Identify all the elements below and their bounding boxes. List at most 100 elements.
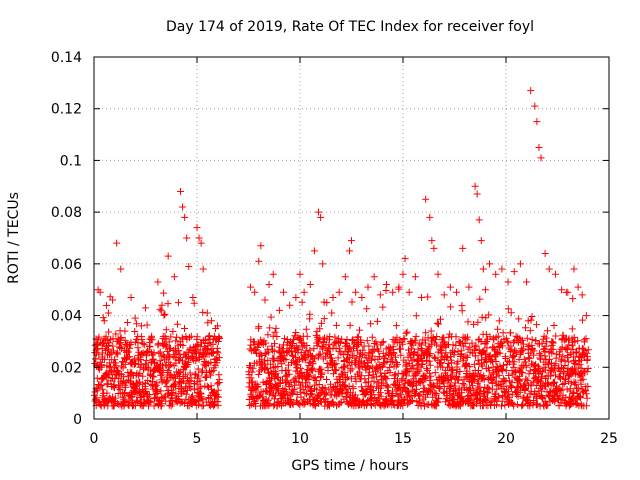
x-tick-label: 0 [90,431,99,447]
data-point [247,283,255,291]
data-point [185,262,193,270]
data-point [537,154,545,162]
data-point [376,291,384,299]
data-point [479,265,487,273]
data-point [199,265,207,273]
data-point [109,296,117,304]
data-point [498,265,506,273]
data-point [96,288,104,296]
chart-title: Day 174 of 2019, Rate Of TEC Index for r… [166,19,534,35]
data-point [189,293,197,301]
data-point [401,255,409,263]
data-point [570,265,578,273]
data-point [319,260,327,268]
data-point [177,187,185,195]
x-axis-label: GPS time / hours [291,458,408,474]
data-point [345,247,353,255]
y-tick-label: 0.14 [51,50,82,66]
data-point [179,203,187,211]
y-tick-label: 0 [73,412,82,428]
data-point [148,332,156,340]
data-point [197,239,205,247]
data-point [389,288,397,296]
data-point [335,288,343,296]
data-point [113,239,121,247]
y-tick-label: 0.12 [51,102,82,118]
data-point [582,312,590,320]
data-point [280,288,288,296]
data-point [296,270,304,278]
data-point [558,286,566,294]
data-point [364,283,372,291]
data-point [541,250,549,258]
data-point [383,281,391,289]
data-point [306,281,314,289]
data-point [578,291,586,299]
data-point [545,265,553,273]
data-point [475,216,483,224]
data-point [170,273,178,281]
data-point [131,314,139,322]
data-point [269,270,277,278]
data-point [446,283,454,291]
baseline-point-cloud [91,285,592,410]
y-axis-label: ROTI / TECUs [6,192,22,284]
data-point [533,118,541,126]
data-point [137,322,145,330]
data-point [164,252,172,260]
x-axis-ticks: 0 5 10 15 20 25 [90,57,618,447]
data-point [399,270,407,278]
y-tick-label: 0.08 [51,205,82,221]
data-point [574,283,582,291]
data-point [315,208,323,216]
data-point [531,102,539,110]
data-point [453,288,461,296]
data-point [465,283,473,291]
data-point [117,265,125,273]
x-tick-label: 20 [497,431,515,447]
data-point [261,296,269,304]
data-point [523,278,531,286]
x-tick-label: 15 [394,431,412,447]
data-point [341,273,349,281]
data-point [395,283,403,291]
data-point [440,291,448,299]
data-point [564,288,572,296]
plot-frame [93,56,610,420]
data-point [358,293,366,301]
data-point [127,293,135,301]
data-point [430,244,438,252]
data-point [195,234,203,242]
data-point [203,309,211,317]
data-point [434,270,442,278]
data-point [142,304,149,312]
data-point [551,270,559,278]
data-point [257,242,265,250]
data-point [426,213,434,221]
data-point [207,317,215,325]
data-point [323,299,331,307]
data-point [405,288,413,296]
data-point [348,237,355,245]
data-point [459,244,467,252]
data-point [275,306,283,314]
data-point [428,237,436,245]
data-point [473,190,481,198]
x-tick-label: 5 [193,431,202,447]
y-tick-label: 0.04 [51,309,82,325]
data-point [411,273,419,281]
data-point [292,293,300,301]
data-point [471,182,479,190]
x-tick-label: 25 [600,431,618,447]
data-point [492,270,500,278]
data-point [510,268,518,276]
data-point [183,234,191,242]
y-tick-label: 0.06 [51,257,82,273]
data-point [352,288,360,296]
data-point [422,195,430,203]
data-point [158,301,166,309]
data-point [286,301,294,309]
data-point [477,237,485,245]
y-tick-label: 0.02 [51,360,82,376]
